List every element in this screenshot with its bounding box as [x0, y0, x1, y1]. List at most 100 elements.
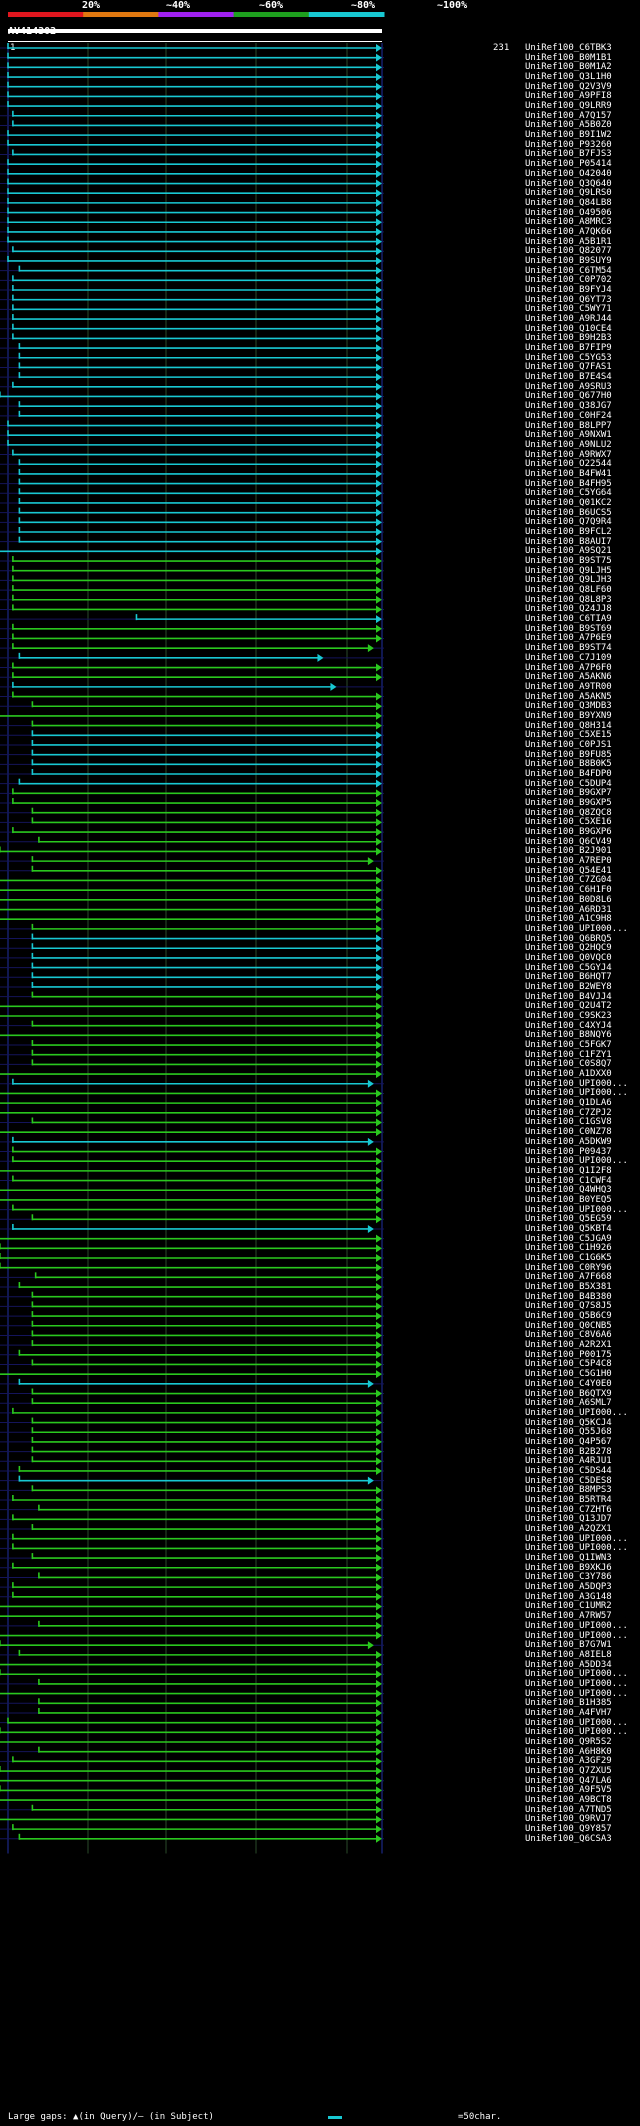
hit-label[interactable]: UniRef100_C0S8Q7 [525, 1059, 612, 1070]
hit-label[interactable]: UniRef100_Q1IWN3 [525, 1553, 612, 1564]
hit-label[interactable]: UniRef100_C0P702 [525, 275, 612, 286]
hit-label[interactable]: UniRef100_Q3L1H0 [525, 72, 612, 83]
hit-label[interactable]: UniRef100_Q2V3V9 [525, 81, 612, 92]
hit-label[interactable]: UniRef100_Q6BRQ5 [525, 933, 612, 944]
hit-label[interactable]: UniRef100_Q8LF60 [525, 585, 612, 596]
hit-label[interactable]: UniRef100_O22544 [525, 459, 612, 470]
hit-label[interactable]: UniRef100_Q7Q9R4 [525, 517, 612, 528]
hit-label[interactable]: UniRef100_Q5EG59 [525, 1214, 612, 1225]
hit-label[interactable]: UniRef100_A4RJU1 [525, 1456, 612, 1467]
hit-label[interactable]: UniRef100_Q0CNB5 [525, 1320, 612, 1331]
hit-label[interactable]: UniRef100_Q3Q640 [525, 178, 612, 189]
hit-label[interactable]: UniRef100_B9FU85 [525, 749, 612, 760]
hit-label[interactable]: UniRef100_Q9LJH5 [525, 565, 612, 576]
hit-label[interactable]: UniRef100_A5DKW9 [525, 1136, 612, 1147]
hit-label[interactable]: UniRef100_Q2HQC9 [525, 943, 612, 954]
hit-label[interactable]: UniRef100_B8AUI7 [525, 536, 612, 547]
hit-label[interactable]: UniRef100_C1H926 [525, 1243, 612, 1254]
hit-label[interactable]: UniRef100_Q6CV49 [525, 836, 612, 847]
hit-label[interactable]: UniRef100_A7REP0 [525, 856, 612, 867]
hit-label[interactable]: UniRef100_UPI000... [525, 1543, 628, 1554]
hit-label[interactable]: UniRef100_B0D8L6 [525, 894, 612, 905]
hit-label[interactable]: UniRef100_UPI000... [525, 923, 628, 934]
hit-label[interactable]: UniRef100_UPI000... [525, 1669, 628, 1680]
hit-label[interactable]: UniRef100_B7E4S4 [525, 372, 612, 383]
hit-label[interactable]: UniRef100_Q5KBT4 [525, 1223, 612, 1234]
hit-label[interactable]: UniRef100_A9RWX7 [525, 449, 612, 460]
hit-label[interactable]: UniRef100_Q9RVJ7 [525, 1814, 612, 1825]
hit-label[interactable]: UniRef100_B9FCL2 [525, 527, 612, 537]
hit-label[interactable]: UniRef100_C5DS44 [525, 1465, 612, 1476]
hit-label[interactable]: UniRef100_UPI000... [525, 1630, 628, 1641]
hit-label[interactable]: UniRef100_Q1I2F8 [525, 1165, 612, 1176]
hit-label[interactable]: UniRef100_B5X381 [525, 1282, 612, 1293]
hit-label[interactable]: UniRef100_A5DD34 [525, 1659, 612, 1670]
hit-label[interactable]: UniRef100_Q7S8J5 [525, 1301, 612, 1312]
hit-label[interactable]: UniRef100_B9GXP7 [525, 788, 612, 799]
hit-label[interactable]: UniRef100_A7P6F0 [525, 662, 612, 673]
hit-label[interactable]: UniRef100_B7G7W1 [525, 1640, 612, 1651]
hit-label[interactable]: UniRef100_A1C9H8 [525, 914, 612, 925]
hit-label[interactable]: UniRef100_A6SML7 [525, 1398, 612, 1409]
hit-label[interactable]: UniRef100_UPI000... [525, 1156, 628, 1167]
hit-label[interactable]: UniRef100_UPI000... [525, 1088, 628, 1099]
hit-label[interactable]: UniRef100_Q13JD7 [525, 1514, 612, 1525]
hit-label[interactable]: UniRef100_C6TIA9 [525, 614, 612, 625]
hit-label[interactable]: UniRef100_C4Y0E0 [525, 1378, 612, 1389]
hit-label[interactable]: UniRef100_A6H8K0 [525, 1746, 612, 1757]
hit-label[interactable]: UniRef100_Q38JG7 [525, 401, 612, 412]
hit-label[interactable]: UniRef100_B9ST75 [525, 556, 612, 567]
hit-label[interactable]: UniRef100_C5WY71 [525, 304, 612, 315]
hit-label[interactable]: UniRef100_A7Q157 [525, 110, 612, 121]
hit-label[interactable]: UniRef100_Q1DLA6 [525, 1098, 612, 1109]
hit-label[interactable]: UniRef100_A5B0Z0 [525, 120, 612, 131]
hit-label[interactable]: UniRef100_A9SQ21 [525, 546, 612, 557]
hit-label[interactable]: UniRef100_B9SUY9 [525, 255, 612, 266]
hit-label[interactable]: UniRef100_C7J109 [525, 652, 612, 663]
hit-label[interactable]: UniRef100_C5YG64 [525, 488, 612, 499]
hit-label[interactable]: UniRef100_B8B0K5 [525, 759, 612, 770]
hit-label[interactable]: UniRef100_B4FDP0 [525, 769, 612, 779]
hit-label[interactable]: UniRef100_B2B278 [525, 1446, 612, 1457]
hit-label[interactable]: UniRef100_A5AKN5 [525, 691, 612, 702]
hit-label[interactable]: UniRef100_UPI000... [525, 1533, 628, 1544]
hit-label[interactable]: UniRef100_UPI000... [525, 1078, 628, 1089]
hit-label[interactable]: UniRef100_A7QK66 [525, 226, 612, 237]
hit-label[interactable]: UniRef100_C1UMR2 [525, 1601, 612, 1612]
hit-label[interactable]: UniRef100_O42040 [525, 168, 612, 179]
hit-label[interactable]: UniRef100_B9GXP5 [525, 798, 612, 809]
hit-label[interactable]: UniRef100_Q8H314 [525, 720, 612, 731]
hit-label[interactable]: UniRef100_B4B380 [525, 1291, 612, 1302]
hit-label[interactable]: UniRef100_UPI000... [525, 1407, 628, 1418]
hit-label[interactable]: UniRef100_B9XKJ6 [525, 1562, 612, 1573]
hit-label[interactable]: UniRef100_C1GSV8 [525, 1117, 612, 1128]
hit-label[interactable]: UniRef100_C0RY96 [525, 1262, 612, 1273]
hit-label[interactable]: UniRef100_C5JGA9 [525, 1233, 612, 1244]
hit-label[interactable]: UniRef100_A9SRU3 [525, 381, 612, 392]
hit-label[interactable]: UniRef100_C6H1F0 [525, 885, 612, 896]
hit-label[interactable]: UniRef100_Q4P567 [525, 1436, 612, 1447]
hit-label[interactable]: UniRef100_B6QTX9 [525, 1388, 612, 1399]
hit-label[interactable]: UniRef100_C5GYJ4 [525, 962, 612, 973]
hit-label[interactable]: UniRef100_B0M1B1 [525, 52, 612, 63]
hit-label[interactable]: UniRef100_Q24JJ8 [525, 604, 612, 615]
hit-label[interactable]: UniRef100_P00175 [525, 1349, 612, 1360]
hit-label[interactable]: UniRef100_A8MRC3 [525, 217, 612, 228]
hit-label[interactable]: UniRef100_Q82077 [525, 246, 612, 257]
hit-label[interactable]: UniRef100_B4FH95 [525, 478, 612, 489]
hit-label[interactable]: UniRef100_Q2U4T2 [525, 1001, 612, 1012]
hit-label[interactable]: UniRef100_C5DES8 [525, 1475, 612, 1486]
hit-label[interactable]: UniRef100_C0HF24 [525, 410, 612, 421]
hit-label[interactable]: UniRef100_C6TBK3 [525, 43, 612, 53]
hit-label[interactable]: UniRef100_Q677H0 [525, 391, 612, 402]
hit-label[interactable]: UniRef100_Q9LRR9 [525, 101, 612, 112]
hit-label[interactable]: UniRef100_A5B1R1 [525, 236, 612, 247]
hit-label[interactable]: UniRef100_A9F5V5 [525, 1785, 612, 1796]
hit-label[interactable]: UniRef100_UPI000... [525, 1620, 628, 1631]
hit-label[interactable]: UniRef100_A1DXX0 [525, 1069, 612, 1080]
hit-label[interactable]: UniRef100_B9I1W2 [525, 130, 612, 141]
hit-label[interactable]: UniRef100_Q9Y857 [525, 1824, 612, 1835]
hit-label[interactable]: UniRef100_Q8L8P3 [525, 594, 612, 605]
hit-label[interactable]: UniRef100_Q9LJH3 [525, 575, 612, 586]
hit-label[interactable]: UniRef100_A3GF29 [525, 1756, 612, 1767]
